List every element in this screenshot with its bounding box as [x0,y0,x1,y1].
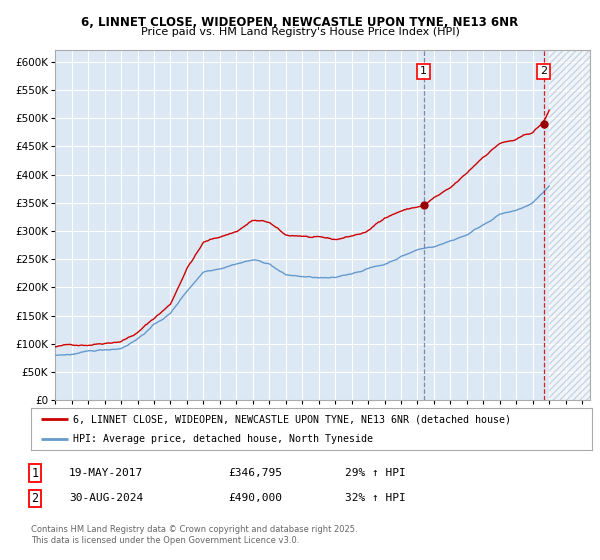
Text: 19-MAY-2017: 19-MAY-2017 [69,468,143,478]
Text: Contains HM Land Registry data © Crown copyright and database right 2025.
This d: Contains HM Land Registry data © Crown c… [31,525,358,545]
Text: £346,795: £346,795 [228,468,282,478]
Text: 1: 1 [31,466,38,480]
Text: 30-AUG-2024: 30-AUG-2024 [69,493,143,503]
Bar [549,50,590,400]
Text: 2: 2 [31,492,38,505]
Text: 1: 1 [420,67,427,76]
Text: 2: 2 [540,67,547,76]
Text: 6, LINNET CLOSE, WIDEOPEN, NEWCASTLE UPON TYNE, NE13 6NR (detached house): 6, LINNET CLOSE, WIDEOPEN, NEWCASTLE UPO… [73,414,511,424]
Text: HPI: Average price, detached house, North Tyneside: HPI: Average price, detached house, Nort… [73,434,373,444]
Text: 6, LINNET CLOSE, WIDEOPEN, NEWCASTLE UPON TYNE, NE13 6NR: 6, LINNET CLOSE, WIDEOPEN, NEWCASTLE UPO… [82,16,518,29]
Text: £490,000: £490,000 [228,493,282,503]
Text: 29% ↑ HPI: 29% ↑ HPI [345,468,406,478]
Text: 32% ↑ HPI: 32% ↑ HPI [345,493,406,503]
Text: Price paid vs. HM Land Registry's House Price Index (HPI): Price paid vs. HM Land Registry's House … [140,27,460,37]
